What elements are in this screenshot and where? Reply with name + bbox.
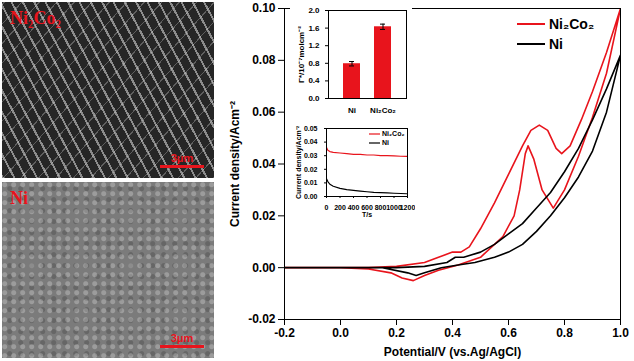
svg-text:0.4: 0.4 bbox=[308, 76, 320, 85]
svg-text:0.02: 0.02 bbox=[252, 209, 276, 223]
svg-text:2.0: 2.0 bbox=[308, 6, 320, 15]
html-text:Ni: Ni bbox=[382, 139, 389, 146]
svg-text:0.8: 0.8 bbox=[308, 59, 320, 68]
html-text:Ni: Ni bbox=[10, 188, 28, 208]
svg-text:0.05: 0.05 bbox=[304, 125, 318, 132]
svg-text:-0.2: -0.2 bbox=[274, 326, 295, 340]
svg-text:Γ*/10⁻⁷molcm⁻²: Γ*/10⁻⁷molcm⁻² bbox=[297, 26, 306, 83]
svg-text:0.6: 0.6 bbox=[500, 326, 517, 340]
svg-text:Ni: Ni bbox=[348, 106, 356, 115]
svg-text:1000: 1000 bbox=[386, 204, 402, 212]
svg-text:0.00: 0.00 bbox=[252, 261, 276, 275]
svg-text:0.10: 0.10 bbox=[252, 1, 276, 15]
svg-text:0.04: 0.04 bbox=[252, 157, 276, 171]
html-text:3μm: 3μm bbox=[170, 332, 194, 344]
svg-text:0.8: 0.8 bbox=[556, 326, 573, 340]
svg-text:0: 0 bbox=[325, 204, 329, 211]
svg-text:0.04: 0.04 bbox=[304, 138, 318, 145]
svg-text:1.2: 1.2 bbox=[308, 41, 320, 50]
svg-text:400: 400 bbox=[348, 204, 360, 211]
html-text:Ni₂Co₂: Ni₂Co₂ bbox=[10, 8, 61, 28]
svg-text:0.2: 0.2 bbox=[388, 326, 405, 340]
svg-text:0.4: 0.4 bbox=[444, 326, 461, 340]
svg-text:0.0: 0.0 bbox=[332, 326, 349, 340]
svg-text:T/s: T/s bbox=[362, 211, 372, 218]
svg-text:Potential/V (vs.Ag/AgCl): Potential/V (vs.Ag/AgCl) bbox=[384, 345, 521, 359]
html-text:Ni₂Co₂: Ni₂Co₂ bbox=[549, 16, 595, 32]
svg-text:Ni₂Co₂: Ni₂Co₂ bbox=[370, 106, 396, 115]
svg-text:1.0: 1.0 bbox=[612, 326, 629, 340]
html-text:Ni₂Co₂: Ni₂Co₂ bbox=[382, 130, 405, 137]
svg-text:-0.02: -0.02 bbox=[248, 312, 276, 326]
html-text:3μm: 3μm bbox=[170, 152, 194, 164]
svg-text:0.02: 0.02 bbox=[304, 166, 318, 173]
svg-text:0.03: 0.03 bbox=[304, 152, 318, 159]
svg-text:800: 800 bbox=[375, 204, 387, 211]
svg-text:200: 200 bbox=[334, 204, 346, 211]
svg-text:1.6: 1.6 bbox=[308, 24, 320, 33]
svg-text:0.06: 0.06 bbox=[252, 105, 276, 119]
html-text:Ni: Ni bbox=[549, 36, 563, 52]
svg-text:0.00: 0.00 bbox=[304, 193, 318, 200]
svg-text:Current density/Acm⁻²: Current density/Acm⁻² bbox=[228, 101, 242, 227]
svg-text:0.08: 0.08 bbox=[252, 53, 276, 67]
svg-text:Current density/Acm⁻²: Current density/Acm⁻² bbox=[295, 125, 303, 199]
svg-text:0.01: 0.01 bbox=[304, 179, 318, 186]
svg-text:0.0: 0.0 bbox=[308, 94, 320, 103]
svg-text:1200: 1200 bbox=[400, 204, 415, 211]
svg-text:600: 600 bbox=[361, 204, 373, 212]
